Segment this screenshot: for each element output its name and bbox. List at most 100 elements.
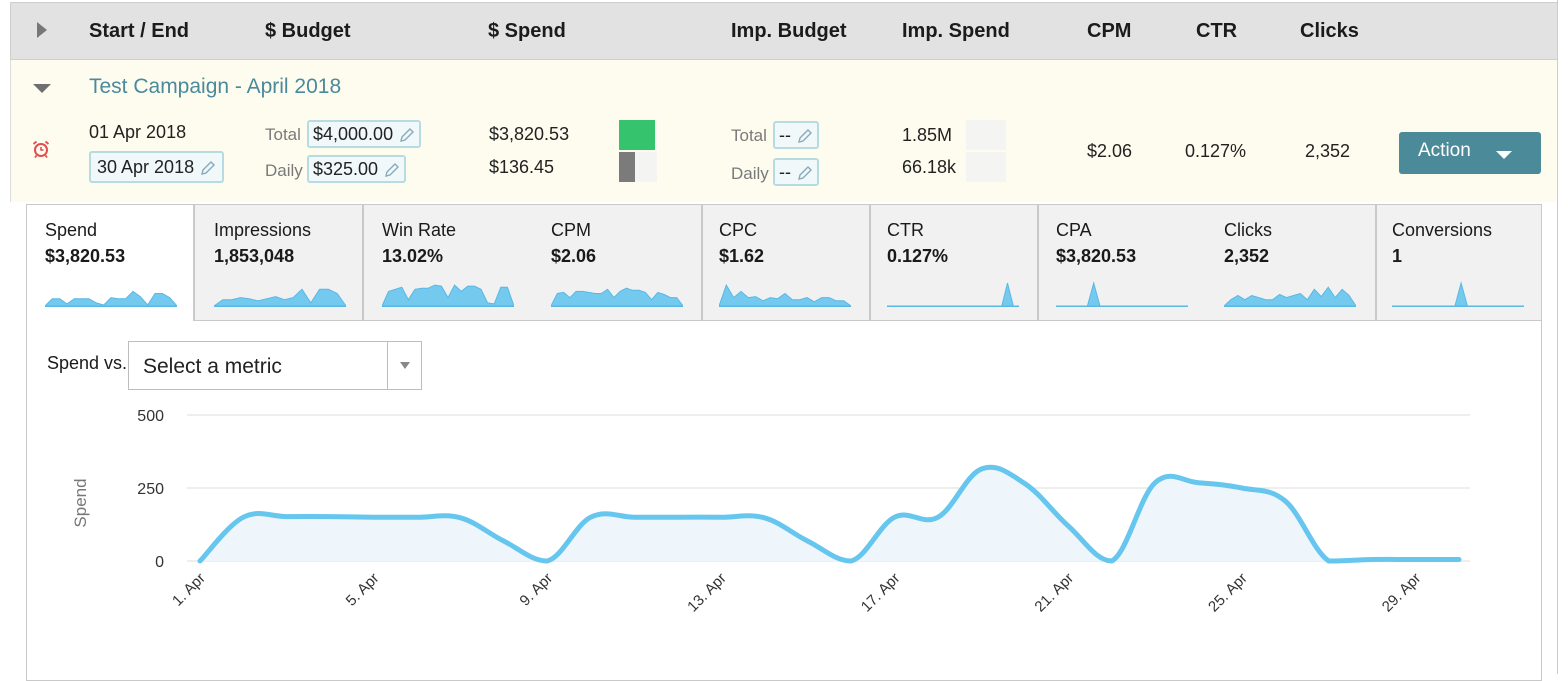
metric-name: Spend bbox=[45, 220, 97, 241]
metric-value: $3,820.53 bbox=[45, 246, 125, 267]
x-tick-label: 17. Apr bbox=[858, 570, 904, 616]
spend-daily-progress-fill bbox=[619, 152, 635, 182]
end-date-field[interactable]: 30 Apr 2018 bbox=[89, 151, 224, 183]
sparkline-area bbox=[719, 285, 851, 306]
sparkline-area bbox=[214, 289, 346, 306]
imp-budget-daily-label: Daily bbox=[731, 164, 769, 184]
pencil-icon[interactable] bbox=[399, 127, 415, 143]
campaign-row: Test Campaign - April 2018 01 Apr 2018 3… bbox=[10, 60, 1558, 202]
action-button-label: Action bbox=[1418, 140, 1471, 161]
metric-name: Impressions bbox=[214, 220, 311, 241]
metric-select[interactable]: Select a metric bbox=[128, 341, 422, 390]
table-header: Start / End $ Budget $ Spend Imp. Budget… bbox=[10, 2, 1558, 60]
ctr-value: 0.127% bbox=[1185, 141, 1246, 162]
metric-tab[interactable]: Win Rate 13.02% CPM $2.06 bbox=[363, 204, 702, 321]
col-start-end[interactable]: Start / End bbox=[89, 20, 189, 43]
action-button[interactable]: Action bbox=[1399, 132, 1541, 174]
sparkline bbox=[551, 281, 683, 307]
x-tick-label: 21. Apr bbox=[1031, 570, 1077, 616]
cpm-value: $2.06 bbox=[1087, 141, 1132, 162]
expand-all-icon[interactable] bbox=[37, 22, 47, 38]
metric-value: $1.62 bbox=[719, 246, 764, 267]
x-tick-label: 13. Apr bbox=[684, 570, 730, 616]
pencil-icon[interactable] bbox=[797, 128, 813, 144]
spend-daily-progress bbox=[619, 152, 657, 182]
col-spend[interactable]: $ Spend bbox=[488, 20, 566, 43]
x-tick-label: 25. Apr bbox=[1205, 570, 1251, 616]
col-ctr[interactable]: CTR bbox=[1196, 20, 1237, 43]
metric-name: Win Rate bbox=[382, 220, 456, 241]
metric-name: CPC bbox=[719, 220, 757, 241]
sparkline bbox=[214, 281, 346, 307]
panel-border bbox=[1557, 0, 1558, 674]
budget-daily-value: $325.00 bbox=[313, 159, 378, 179]
clicks-value: 2,352 bbox=[1305, 141, 1350, 162]
metric-name: Clicks bbox=[1224, 220, 1272, 241]
metric-name: Conversions bbox=[1392, 220, 1492, 241]
metric-tab[interactable]: Spend $3,820.53 bbox=[26, 204, 194, 322]
select-divider bbox=[387, 342, 388, 389]
alarm-clock-icon bbox=[31, 139, 51, 159]
x-tick-label: 29. Apr bbox=[1379, 570, 1425, 616]
metric-select-placeholder: Select a metric bbox=[143, 355, 282, 379]
y-tick-label: 500 bbox=[137, 408, 164, 425]
sparkline bbox=[1224, 281, 1356, 307]
y-axis-label: Spend bbox=[71, 478, 90, 527]
caret-down-icon bbox=[1496, 151, 1512, 159]
sparkline bbox=[45, 281, 177, 307]
y-tick-label: 250 bbox=[137, 481, 164, 498]
metric-value: $2.06 bbox=[551, 246, 596, 267]
pencil-icon[interactable] bbox=[200, 160, 216, 176]
budget-total-label: Total bbox=[265, 125, 301, 145]
pencil-icon[interactable] bbox=[384, 162, 400, 178]
imp-budget-daily-field[interactable]: -- bbox=[773, 158, 819, 186]
spend-total-progress-fill bbox=[619, 120, 655, 150]
budget-total-field[interactable]: $4,000.00 bbox=[307, 120, 421, 148]
imp-budget-total-field[interactable]: -- bbox=[773, 121, 819, 149]
imp-spend-total-progress bbox=[966, 120, 1006, 150]
sparkline-area bbox=[382, 285, 514, 306]
campaign-title[interactable]: Test Campaign - April 2018 bbox=[89, 75, 341, 99]
col-clicks[interactable]: Clicks bbox=[1300, 20, 1359, 43]
budget-daily-label: Daily bbox=[265, 161, 303, 181]
budget-daily-field[interactable]: $325.00 bbox=[307, 155, 406, 183]
imp-spend-daily: 66.18k bbox=[902, 157, 956, 178]
x-tick-label: 9. Apr bbox=[516, 570, 556, 610]
imp-spend-total: 1.85M bbox=[902, 125, 952, 146]
metric-name: CPM bbox=[551, 220, 591, 241]
imp-budget-total-label: Total bbox=[731, 126, 767, 146]
sparkline bbox=[382, 281, 514, 307]
chevron-down-icon bbox=[400, 362, 410, 369]
spend-total-progress bbox=[619, 120, 657, 150]
metric-tab[interactable]: CPC $1.62 bbox=[702, 204, 870, 321]
col-imp-spend[interactable]: Imp. Spend bbox=[902, 20, 1010, 43]
sparkline-area bbox=[887, 283, 1019, 306]
start-date: 01 Apr 2018 bbox=[89, 122, 186, 143]
y-tick-label: 0 bbox=[155, 554, 164, 571]
pencil-icon[interactable] bbox=[797, 165, 813, 181]
metric-value: 13.02% bbox=[382, 246, 443, 267]
collapse-icon[interactable] bbox=[33, 84, 51, 93]
col-imp-budget[interactable]: Imp. Budget bbox=[731, 20, 847, 43]
metric-value: 0.127% bbox=[887, 246, 948, 267]
sparkline bbox=[887, 281, 1019, 307]
col-cpm[interactable]: CPM bbox=[1087, 20, 1131, 43]
spend-area-fill bbox=[200, 467, 1459, 561]
x-tick-label: 5. Apr bbox=[343, 570, 383, 610]
sparkline bbox=[1392, 281, 1524, 307]
spend-total: $3,820.53 bbox=[489, 124, 569, 145]
sparkline bbox=[719, 281, 851, 307]
budget-total-value: $4,000.00 bbox=[313, 124, 393, 144]
imp-budget-total-value: -- bbox=[779, 125, 791, 145]
col-budget[interactable]: $ Budget bbox=[265, 20, 351, 43]
sparkline-area bbox=[1056, 283, 1188, 306]
sparkline bbox=[1056, 281, 1188, 307]
end-date-value: 30 Apr 2018 bbox=[97, 157, 194, 177]
sparkline-area bbox=[1224, 287, 1356, 306]
